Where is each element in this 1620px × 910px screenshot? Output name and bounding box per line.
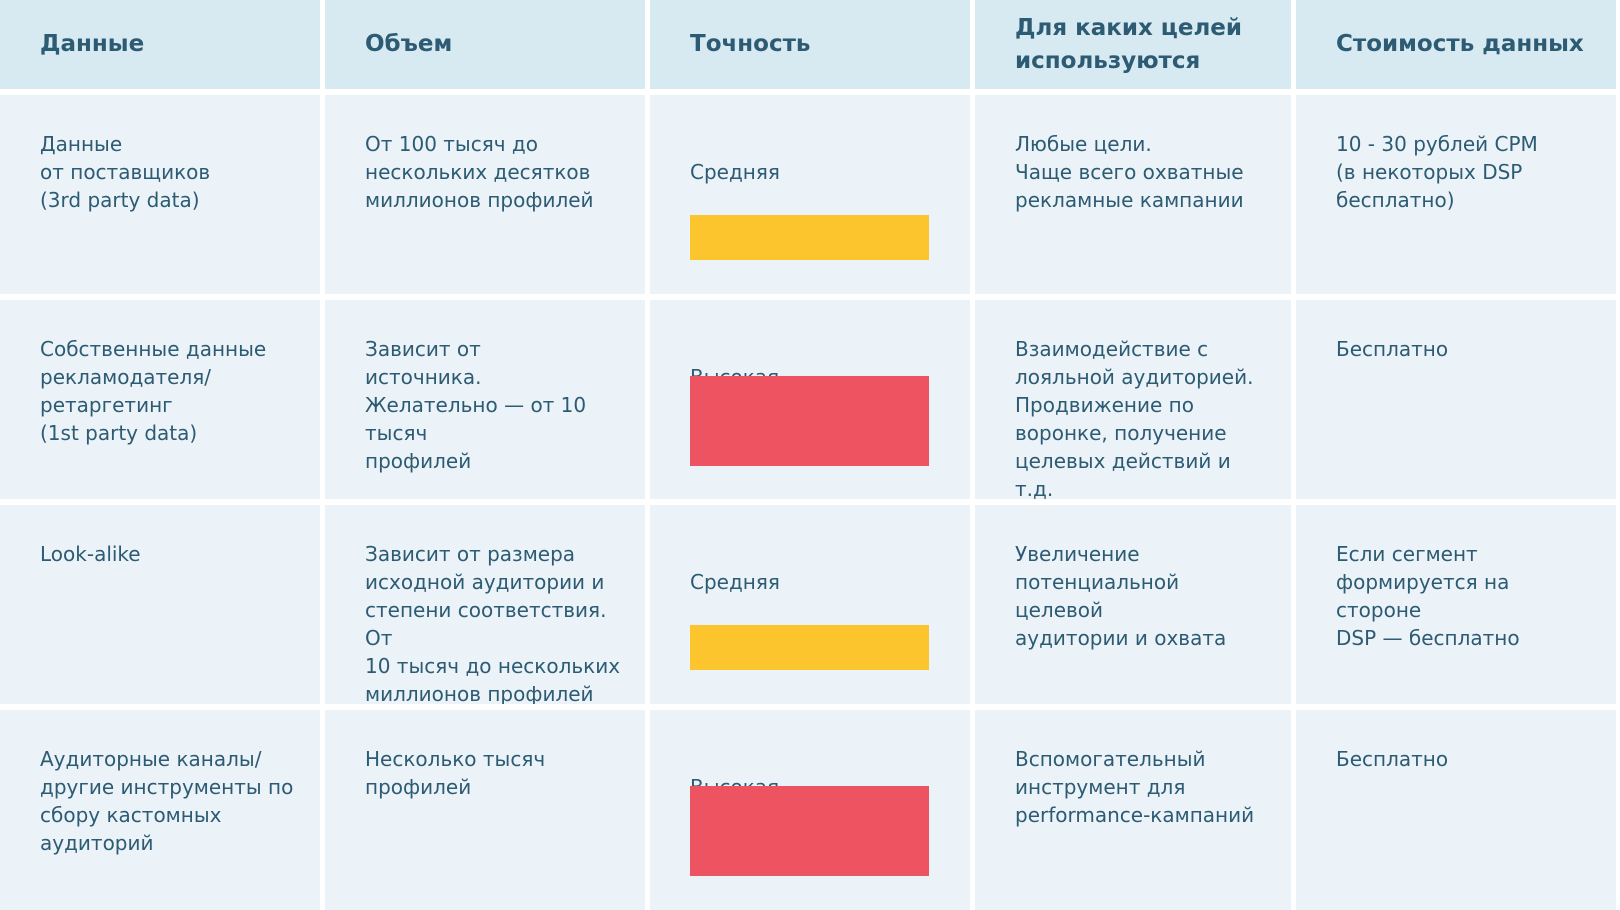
row-3-data: Look-alike — [0, 505, 320, 704]
row-1-data: Данные от поставщиков (3rd party data) — [0, 95, 320, 294]
accuracy-bar-medium — [690, 625, 929, 670]
row-2-cost: Бесплатно — [1296, 300, 1616, 499]
accuracy-bar-high — [690, 376, 929, 466]
accuracy-bar-medium — [690, 215, 929, 260]
row-4-volume: Несколько тысяч профилей — [325, 710, 645, 910]
row-2-purpose: Взаимодействие с лояльной аудиторией. Пр… — [975, 300, 1291, 499]
header-data: Данные — [0, 0, 320, 89]
accuracy-bar-high — [690, 786, 929, 876]
row-4-data: Аудиторные каналы/ другие инструменты по… — [0, 710, 320, 910]
header-data-label: Данные — [40, 31, 145, 57]
row-3-volume: Зависит от размера исходной аудитории и … — [325, 505, 645, 704]
header-volume: Объем — [325, 0, 645, 89]
header-cost-label: Стоимость данных — [1336, 31, 1584, 57]
row-3-accuracy: Средняя — [650, 505, 970, 704]
row-2-accuracy: Высокая — [650, 300, 970, 499]
header-cost: Стоимость данных — [1296, 0, 1616, 89]
row-1-volume: От 100 тысяч до нескольких десятков милл… — [325, 95, 645, 294]
row-1-purpose: Любые цели. Чаще всего охватные рекламны… — [975, 95, 1291, 294]
row-3-accuracy-label: Средняя — [690, 570, 780, 594]
row-3-cost: Если сегмент формируется на стороне DSP … — [1296, 505, 1616, 704]
row-4-purpose: Вспомогательный инструмент для performan… — [975, 710, 1291, 910]
row-4-cost: Бесплатно — [1296, 710, 1616, 910]
row-1-cost: 10 - 30 рублей CPM (в некоторых DSP бесп… — [1296, 95, 1616, 294]
header-purpose: Для каких целей используются — [975, 0, 1291, 89]
row-4-accuracy: Высокая — [650, 710, 970, 910]
row-1-accuracy-label: Средняя — [690, 160, 780, 184]
header-accuracy-label: Точность — [690, 31, 811, 57]
header-accuracy: Точность — [650, 0, 970, 89]
header-purpose-label: Для каких целей используются — [1015, 14, 1243, 74]
header-volume-label: Объем — [365, 31, 453, 57]
row-1-accuracy: Средняя — [650, 95, 970, 294]
row-3-purpose: Увеличение потенциальной целевой аудитор… — [975, 505, 1291, 704]
row-2-volume: Зависит от источника. Желательно — от 10… — [325, 300, 645, 499]
row-2-data: Собственные данные рекламодателя/ ретарг… — [0, 300, 320, 499]
